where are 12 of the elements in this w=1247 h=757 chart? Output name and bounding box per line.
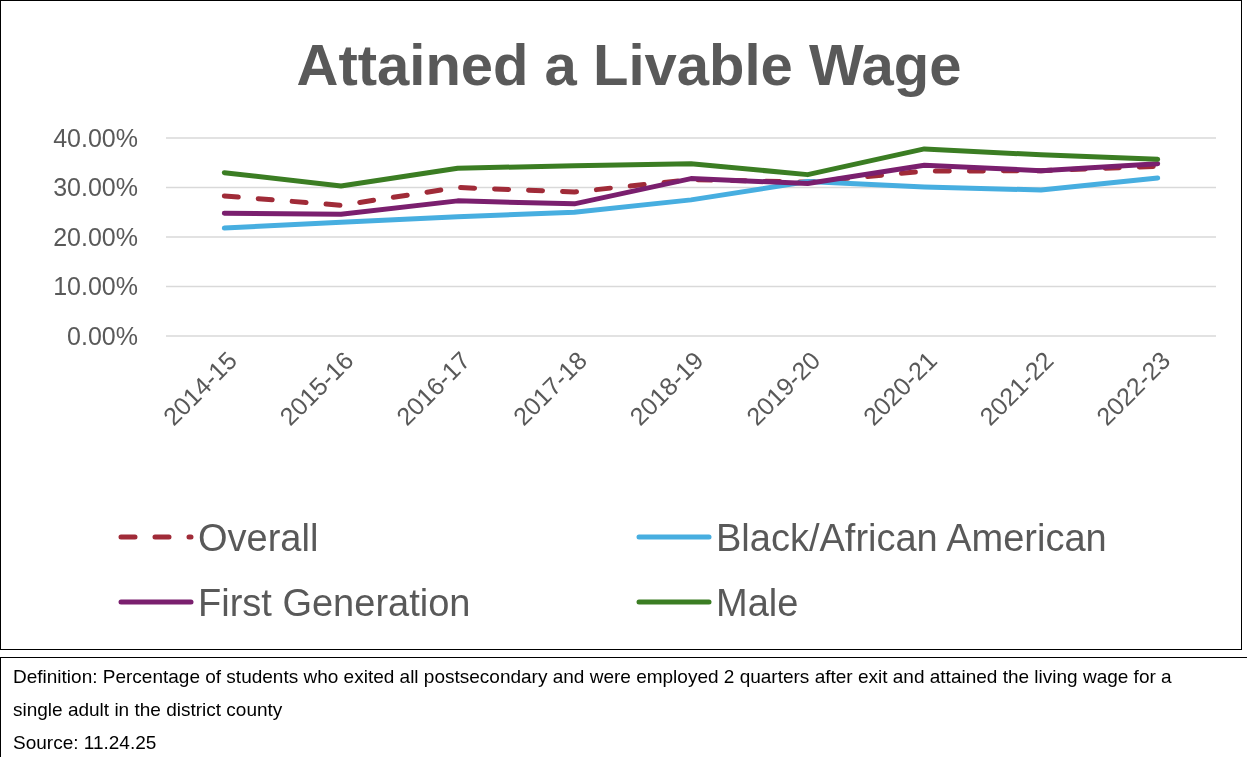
source-note: Source: 11.24.25 <box>13 731 158 755</box>
text: Definition: Percentage of students who exited all postsecondary and were employed 2 quarters after exit and attained the living wage for a single adult in the district county <box>13 665 1173 722</box>
chart-title: Attained a Livable Wage <box>296 32 962 97</box>
legend-label: Black/African American <box>716 517 1107 559</box>
legend-label: Overall <box>198 517 319 559</box>
legend-label: First Generation <box>198 582 471 624</box>
y-tick-label: 20.00% <box>53 222 138 251</box>
y-tick-label: 30.00% <box>53 173 138 201</box>
legend-label: Male <box>716 582 799 624</box>
y-tick-label: 40.00% <box>53 123 138 152</box>
y-tick-label: 10.00% <box>53 272 138 300</box>
y-tick-label: 0.00% <box>67 321 138 350</box>
